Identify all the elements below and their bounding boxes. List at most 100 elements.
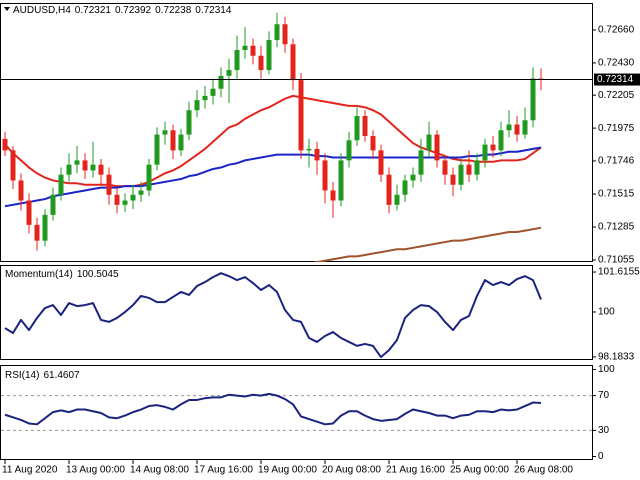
candle-body	[482, 144, 488, 161]
rsi-value: 61.4607	[43, 370, 80, 381]
candle-body	[50, 194, 56, 215]
candle-body	[386, 174, 392, 205]
candle-body	[522, 120, 528, 135]
candle-body	[530, 78, 536, 121]
candle-body	[346, 140, 352, 161]
panel-plot	[2, 12, 544, 262]
x-tick-label: 11 Aug 2020	[2, 465, 58, 476]
y-tick-label: 101.6155	[598, 267, 640, 278]
candle-body	[282, 24, 288, 45]
moving-average-line	[4, 146, 542, 208]
candle-body	[18, 180, 24, 201]
high-value: 0.72392	[115, 5, 152, 16]
rsi-header: RSI(14) 61.4607	[5, 370, 80, 381]
y-tick-label: 0.72430	[598, 58, 635, 69]
candle-body	[290, 44, 296, 81]
close-value: 0.72314	[195, 5, 232, 16]
candle-body	[186, 110, 192, 135]
panel-plot	[4, 272, 542, 359]
candle-body	[378, 150, 384, 175]
moving-average-line	[312, 226, 542, 262]
candle-body	[514, 124, 520, 135]
candle-body	[330, 190, 336, 201]
candle-body	[170, 130, 176, 151]
candle-body	[106, 174, 112, 195]
y-tick-label: 0.71055	[598, 255, 635, 266]
candle-body	[194, 100, 200, 111]
y-tick-label: 0.71515	[598, 189, 635, 200]
candle-body	[74, 160, 80, 165]
x-tick-label: 25 Aug 00:00	[450, 465, 509, 476]
candle-body	[226, 70, 232, 76]
candle-body	[274, 24, 280, 40]
candle-body	[234, 50, 240, 71]
y-tick-label: 100	[598, 307, 615, 318]
candle-body	[250, 45, 256, 56]
candle-body	[218, 75, 224, 89]
candle-body	[258, 55, 264, 71]
candle-body	[434, 134, 440, 161]
candle-body	[354, 115, 360, 141]
candle-body	[130, 194, 136, 201]
x-tick-label: 21 Aug 16:00	[386, 465, 445, 476]
candle-body	[10, 150, 16, 181]
rsi-title: RSI(14)	[5, 370, 39, 381]
main-panel-frame	[0, 3, 593, 262]
y-tick-label: 0	[598, 451, 604, 462]
candle-body	[306, 148, 312, 151]
indicator-line	[4, 272, 542, 359]
candle-body	[266, 39, 272, 71]
y-tick-label: 0.72205	[598, 90, 635, 101]
candle-body	[34, 224, 40, 241]
candle-body	[458, 164, 464, 185]
x-tick-label: 20 Aug 08:00	[322, 465, 381, 476]
momentum-panel-frame	[0, 265, 593, 360]
main-header: AUDUSD,H4 0.72321 0.72392 0.72238 0.72314	[13, 5, 232, 16]
x-tick-label: 17 Aug 16:00	[194, 465, 253, 476]
candle-body	[242, 45, 248, 51]
y-tick-label: 70	[598, 390, 610, 401]
rsi-panel-frame	[0, 365, 593, 460]
candle-body	[2, 138, 8, 151]
candle-body	[370, 136, 376, 151]
candle-body	[66, 164, 72, 175]
current-price-label: 0.72314	[597, 74, 634, 85]
candle-body	[474, 160, 480, 175]
candle-body	[338, 160, 344, 201]
symbol-title: AUDUSD,H4	[13, 5, 71, 16]
y-tick-label: 0.71975	[598, 123, 635, 134]
candle-body	[26, 200, 32, 225]
candle-body	[394, 194, 400, 205]
candle-body	[114, 194, 120, 205]
candle-body	[322, 160, 328, 191]
candle-body	[418, 150, 424, 175]
momentum-value: 100.5045	[77, 269, 119, 280]
candle-body	[314, 148, 320, 161]
candle-body	[138, 190, 144, 195]
indicator-line	[4, 392, 542, 426]
candle-body	[154, 134, 160, 165]
x-tick-label: 13 Aug 00:00	[66, 465, 125, 476]
y-tick-label: 0.71746	[598, 156, 635, 167]
panel-plot	[1, 392, 593, 431]
candle-body	[202, 95, 208, 101]
candle-body	[506, 124, 512, 131]
x-tick-label: 26 Aug 08:00	[514, 465, 573, 476]
current-price-box	[594, 73, 640, 86]
candle-body	[98, 164, 104, 175]
candle-body	[58, 174, 64, 195]
y-tick-label: 30	[598, 425, 610, 436]
momentum-title: Momentum(14)	[5, 269, 73, 280]
candle-body	[90, 164, 96, 171]
momentum-header: Momentum(14) 100.5045	[5, 269, 119, 280]
candle-body	[450, 174, 456, 185]
open-value: 0.72321	[75, 5, 112, 16]
candle-body	[410, 174, 416, 181]
candle-body	[82, 160, 88, 171]
candle-body	[538, 78, 544, 80]
y-tick-label: 0.72660	[598, 25, 635, 36]
x-tick-label: 19 Aug 00:00	[258, 465, 317, 476]
candle-body	[466, 164, 472, 175]
